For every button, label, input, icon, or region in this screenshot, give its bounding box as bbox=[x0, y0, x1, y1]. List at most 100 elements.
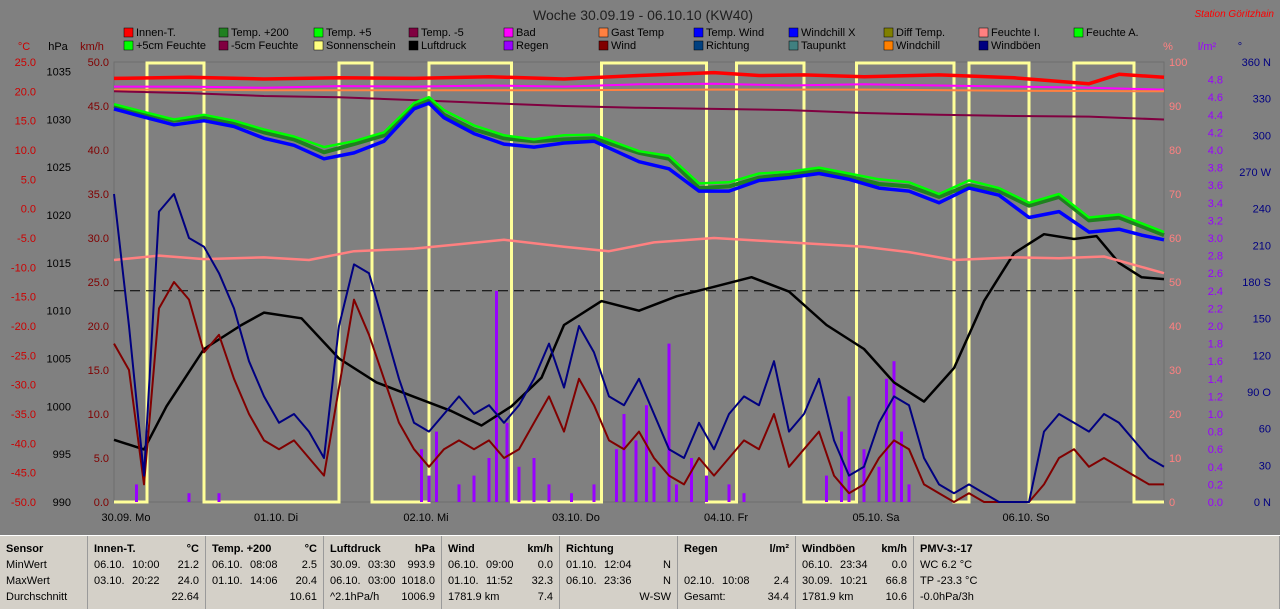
axis-tick-label: 40 bbox=[1169, 321, 1181, 333]
legend-label: Taupunkt bbox=[801, 40, 846, 52]
stats-row: 06.10. 03:00 1018.0 bbox=[330, 574, 435, 589]
axis-tick-label: 30 bbox=[1259, 460, 1271, 472]
stats-cell: 66.8 bbox=[885, 575, 907, 587]
series-bad bbox=[114, 82, 1165, 91]
rain-bar bbox=[634, 440, 638, 502]
stats-column: Sensor MinWert MaxWert Durchschnitt bbox=[0, 536, 88, 609]
stats-row: TP -23.3 °C bbox=[920, 574, 1273, 589]
stats-header: Windböen km/h bbox=[802, 542, 907, 557]
axis-tick-label: 1030 bbox=[47, 114, 71, 126]
stats-cell: Innen-T. bbox=[94, 543, 136, 555]
stats-cell: 993.9 bbox=[407, 559, 435, 571]
stats-column: Richtung 01.10. 12:04 N 06.10. 23:36 N W-SW bbox=[560, 536, 678, 609]
legend-swatch bbox=[788, 27, 799, 38]
axis-tick-label: 4.6 bbox=[1208, 92, 1223, 104]
axis-tick-label: 30 bbox=[1169, 365, 1181, 377]
stats-cell: Wind bbox=[448, 543, 475, 555]
stats-cell: 2.4 bbox=[773, 575, 789, 587]
stats-row: 01.10. 14:06 20.4 bbox=[212, 574, 317, 589]
legend-swatch bbox=[408, 27, 419, 38]
stats-cell: N bbox=[663, 575, 671, 587]
series-temp-wind bbox=[113, 101, 1165, 242]
legend-label: Luftdruck bbox=[421, 40, 467, 52]
stats-cell: l/m² bbox=[769, 543, 789, 555]
stats-cell: 06.10. bbox=[448, 559, 479, 571]
stats-row: Gesamt: 34.4 bbox=[684, 590, 789, 605]
series-sonnenschein bbox=[114, 61, 1164, 504]
rain-bar bbox=[615, 449, 618, 502]
x-tick-label: 04.10. Fr bbox=[704, 512, 748, 524]
stats-cell: Windböen bbox=[802, 543, 856, 555]
stats-header: Wind km/h bbox=[448, 542, 553, 557]
stats-row: WC 6.2 °C bbox=[920, 558, 1273, 573]
legend-swatch bbox=[218, 40, 229, 51]
series-gast-temp bbox=[113, 88, 1165, 93]
legend-label: Wind bbox=[611, 40, 636, 52]
stats-cell: Temp. +200 bbox=[212, 543, 272, 555]
axis-tick-label: 4.0 bbox=[1208, 145, 1223, 157]
stats-row: MaxWert bbox=[6, 574, 81, 589]
stats-cell: 22.64 bbox=[171, 591, 199, 603]
stats-cell: 0.0 bbox=[891, 559, 907, 571]
stats-row: 01.10. 12:04 N bbox=[566, 558, 671, 573]
stats-header: PMV-3:-17 bbox=[920, 542, 1273, 557]
rain-bar bbox=[570, 493, 573, 502]
rain-bar bbox=[892, 361, 896, 502]
stats-row: 1781.9 km 7.4 bbox=[448, 590, 553, 605]
axis-unit: ° bbox=[1238, 41, 1242, 53]
legend-label: Richtung bbox=[706, 40, 749, 52]
stats-row: MinWert bbox=[6, 558, 81, 573]
axis-tick-label: 30.0 bbox=[88, 233, 109, 245]
axis-tick-label: 0.2 bbox=[1208, 479, 1223, 491]
legend-swatch bbox=[883, 27, 894, 38]
stats-row: 06.10. 08:08 2.5 bbox=[212, 558, 317, 573]
legend-item: Temp. Wind bbox=[693, 27, 764, 39]
chart-title: Woche 30.09.19 - 06.10.10 (KW40) bbox=[533, 7, 753, 23]
stats-cell: 09:00 bbox=[486, 559, 514, 571]
legend-label: Temp. Wind bbox=[706, 27, 764, 39]
stats-cell: 10.6 bbox=[885, 591, 907, 603]
stats-cell: 30.09. bbox=[802, 575, 833, 587]
rain-bar bbox=[472, 475, 476, 502]
axis-tick-label: 1020 bbox=[47, 210, 71, 222]
legend-swatch bbox=[1073, 27, 1084, 38]
legend-item: Windböen bbox=[978, 40, 1041, 52]
axis-tick-label: 0.6 bbox=[1208, 444, 1223, 456]
rain-bar bbox=[907, 484, 911, 502]
statistics-panel: Sensor MinWert MaxWert Durchschnitt Innen-T.… bbox=[0, 535, 1280, 609]
axis-tick-label: 4.8 bbox=[1208, 75, 1223, 87]
axis-tick-label: 0.4 bbox=[1208, 462, 1223, 474]
legend-swatch bbox=[313, 27, 324, 38]
rain-bar bbox=[652, 466, 656, 502]
plot-area bbox=[113, 61, 1165, 504]
x-tick-label: 01.10. Di bbox=[254, 512, 298, 524]
legend-item: Temp. +200 bbox=[218, 27, 289, 39]
axis-tick-label: 3.2 bbox=[1208, 215, 1223, 227]
stats-column: Wind km/h 06.10. 09:00 0.0 01.10. 11:52 32.3 178… bbox=[442, 536, 560, 609]
stats-column: Temp. +200 °C 06.10. 08:08 2.5 01.10. 14:06 20.… bbox=[206, 536, 324, 609]
axis-tick-label: 330 bbox=[1253, 94, 1271, 106]
axis-tick-label: 1.8 bbox=[1208, 339, 1223, 351]
stats-cell: WC 6.2 °C bbox=[920, 559, 973, 571]
axis-tick-label: -50.0 bbox=[11, 497, 36, 509]
axis-tick-label: 25.0 bbox=[15, 57, 36, 69]
axis-tick-label: -25.0 bbox=[11, 350, 36, 362]
rain-bar bbox=[742, 493, 746, 502]
legend-swatch bbox=[693, 40, 704, 51]
stats-cell: 14:06 bbox=[250, 575, 278, 587]
axis-tick-label: -40.0 bbox=[11, 438, 36, 450]
axis-tick-label: 4.2 bbox=[1208, 127, 1223, 139]
stats-row: 10.61 bbox=[212, 590, 317, 605]
stats-cell: hPa bbox=[414, 543, 435, 555]
axis-tick-label: 90 bbox=[1169, 101, 1181, 113]
axis-tick-label: 90 O bbox=[1247, 387, 1271, 399]
axis-tick-label: 210 bbox=[1253, 240, 1271, 252]
stats-cell: 06.10. bbox=[212, 559, 243, 571]
rain-bar bbox=[547, 484, 551, 502]
rain-bar bbox=[420, 449, 423, 502]
legend-item: Feuchte A. bbox=[1073, 27, 1139, 39]
axis-tick-label: 35.0 bbox=[88, 189, 109, 201]
rain-bar bbox=[825, 475, 828, 502]
axis-tick-label: 100 bbox=[1169, 57, 1187, 69]
rain-bar bbox=[457, 484, 461, 502]
